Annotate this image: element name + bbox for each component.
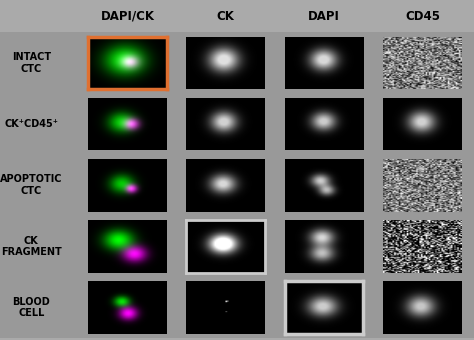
Text: INTACT
CTC: INTACT CTC — [12, 52, 51, 74]
Text: CD45: CD45 — [405, 10, 440, 23]
Text: CK
FRAGMENT: CK FRAGMENT — [1, 236, 62, 257]
Text: DAPI: DAPI — [308, 10, 340, 23]
Text: CK⁺CD45⁺: CK⁺CD45⁺ — [4, 119, 58, 129]
Text: DAPI/CK: DAPI/CK — [100, 10, 155, 23]
Text: BLOOD
CELL: BLOOD CELL — [12, 297, 50, 319]
Text: APOPTOTIC
CTC: APOPTOTIC CTC — [0, 174, 63, 196]
Text: CK: CK — [217, 10, 235, 23]
